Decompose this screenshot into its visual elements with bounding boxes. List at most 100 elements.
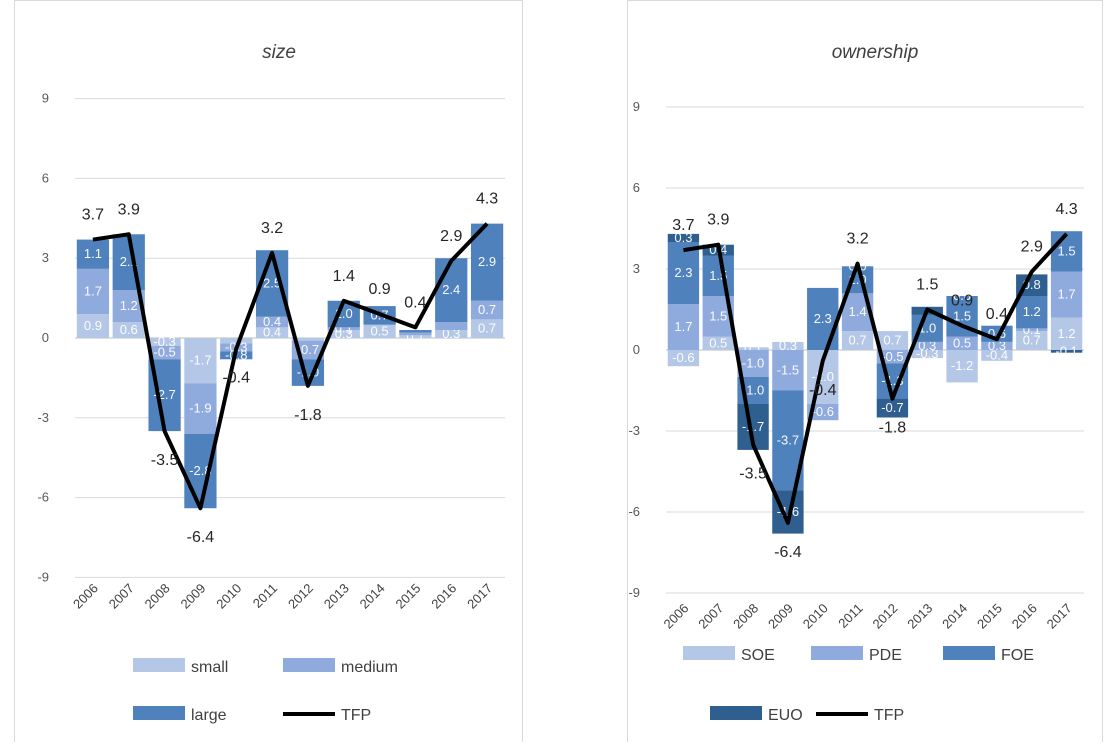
y-tick-label: 6 <box>42 170 49 185</box>
y-tick-label: 9 <box>42 91 49 106</box>
bar-data-label: 0.3 <box>674 230 692 245</box>
legend-swatch-medium <box>283 658 335 672</box>
legend-label: SOE <box>741 647 775 664</box>
bar-data-label: 1.7 <box>84 283 102 298</box>
bar-small <box>148 338 181 346</box>
bar-large <box>184 433 217 509</box>
x-category-label: 2006 <box>70 581 101 612</box>
x-category-label: 2017 <box>1044 601 1075 632</box>
bar-soe <box>737 347 769 350</box>
tfp-data-label: -0.4 <box>809 382 837 399</box>
x-category-label: 2016 <box>1009 601 1040 632</box>
bar-soe <box>772 341 804 350</box>
bar-data-label: 2.3 <box>674 265 692 280</box>
legend-swatch-euo <box>710 706 762 720</box>
tfp-data-label: -3.5 <box>739 466 767 483</box>
bar-small <box>291 338 325 341</box>
bar-data-label: 0.9 <box>84 318 102 333</box>
x-category-label: 2013 <box>321 581 352 612</box>
bar-medium <box>435 322 468 331</box>
legend-label: TFP <box>341 707 371 724</box>
tfp-data-label: -0.4 <box>222 370 250 387</box>
bar-foe <box>1016 296 1048 329</box>
x-category-label: 2012 <box>285 581 316 612</box>
y-tick-label: -9 <box>37 569 49 584</box>
bar-pde <box>807 404 839 421</box>
bar-data-label: 0.4 <box>263 325 281 340</box>
bar-euo <box>1050 350 1083 353</box>
tfp-data-label: 0.4 <box>986 306 1008 323</box>
tfp-data-label: 4.3 <box>476 191 498 208</box>
tfp-data-label: 3.9 <box>707 212 729 229</box>
legend-swatch-soe <box>683 646 735 660</box>
bar-pde <box>1050 271 1083 318</box>
bar-foe <box>1050 231 1083 272</box>
tfp-line <box>683 232 1069 525</box>
tfp-data-label: 3.2 <box>846 231 868 248</box>
bar-euo <box>667 233 700 242</box>
bar-data-label: 0.5 <box>953 335 971 350</box>
x-category-label: 2014 <box>939 601 970 632</box>
x-category-label: 2013 <box>904 601 935 632</box>
legend-label: FOE <box>1001 647 1034 664</box>
bar-data-label: -0.5 <box>153 345 175 360</box>
y-tick-label: -6 <box>628 504 640 519</box>
y-tick-label: 3 <box>42 250 49 265</box>
bar-medium <box>399 332 432 336</box>
bar-small <box>184 338 217 384</box>
bar-data-label: 0.7 <box>478 321 496 336</box>
bar-data-label: 1.2 <box>1058 326 1076 341</box>
x-category-label: 2007 <box>695 601 726 632</box>
legend-swatch-small <box>133 658 185 672</box>
tfp-data-label: 2.9 <box>440 228 462 245</box>
bar-soe <box>1050 317 1083 350</box>
bar-data-label: -0.5 <box>881 349 903 364</box>
x-category-label: 2007 <box>106 581 137 612</box>
x-category-label: 2009 <box>177 581 208 612</box>
bar-data-label: -0.7 <box>297 342 319 357</box>
legend-label: TFP <box>874 707 904 724</box>
bar-medium <box>327 327 360 331</box>
chart-title: size <box>262 42 296 63</box>
bar-data-label: 1.5 <box>709 308 727 323</box>
bar-foe <box>807 287 839 350</box>
legend-label: EUO <box>768 707 803 724</box>
bar-small <box>435 330 468 338</box>
bar-small <box>470 319 504 338</box>
bar-soe <box>667 350 700 367</box>
tfp-data-label: 3.2 <box>261 220 283 237</box>
tfp-data-label: -1.8 <box>879 420 907 437</box>
bar-medium <box>255 316 289 328</box>
bar-small <box>220 338 253 344</box>
bar-soe <box>876 331 909 350</box>
bar-data-label: -0.7 <box>881 400 903 415</box>
y-tick-label: 0 <box>633 342 640 357</box>
bar-data-label: 1.7 <box>1058 287 1076 302</box>
tfp-data-label: 0.4 <box>404 294 426 311</box>
bar-data-label: 0.6 <box>120 322 138 337</box>
bar-data-label: -1.5 <box>777 362 799 377</box>
x-category-label: 2015 <box>392 581 423 612</box>
y-tick-label: 6 <box>633 180 640 195</box>
bar-data-label: -1.9 <box>189 400 211 415</box>
x-category-label: 2012 <box>869 601 900 632</box>
x-category-label: 2011 <box>835 601 865 631</box>
x-category-label: 2017 <box>464 581 495 612</box>
x-category-label: 2011 <box>250 581 280 611</box>
bar-data-label: -0.4 <box>986 347 1008 362</box>
bar-data-label: 0.0 <box>953 288 971 303</box>
x-category-label: 2010 <box>800 601 831 632</box>
bar-data-label: 0.3 <box>779 338 797 353</box>
bar-data-label: 0.5 <box>709 335 727 350</box>
bar-data-label: -1.7 <box>742 419 764 434</box>
tfp-data-label: 0.9 <box>368 281 390 298</box>
bar-small <box>112 322 145 338</box>
bar-soe <box>911 350 943 359</box>
tfp-data-label: 3.7 <box>82 207 104 224</box>
tfp-data-label: -3.5 <box>151 452 179 469</box>
bar-data-label: 1.7 <box>674 319 692 334</box>
x-category-label: 2006 <box>660 601 691 632</box>
bar-soe <box>1016 331 1048 350</box>
